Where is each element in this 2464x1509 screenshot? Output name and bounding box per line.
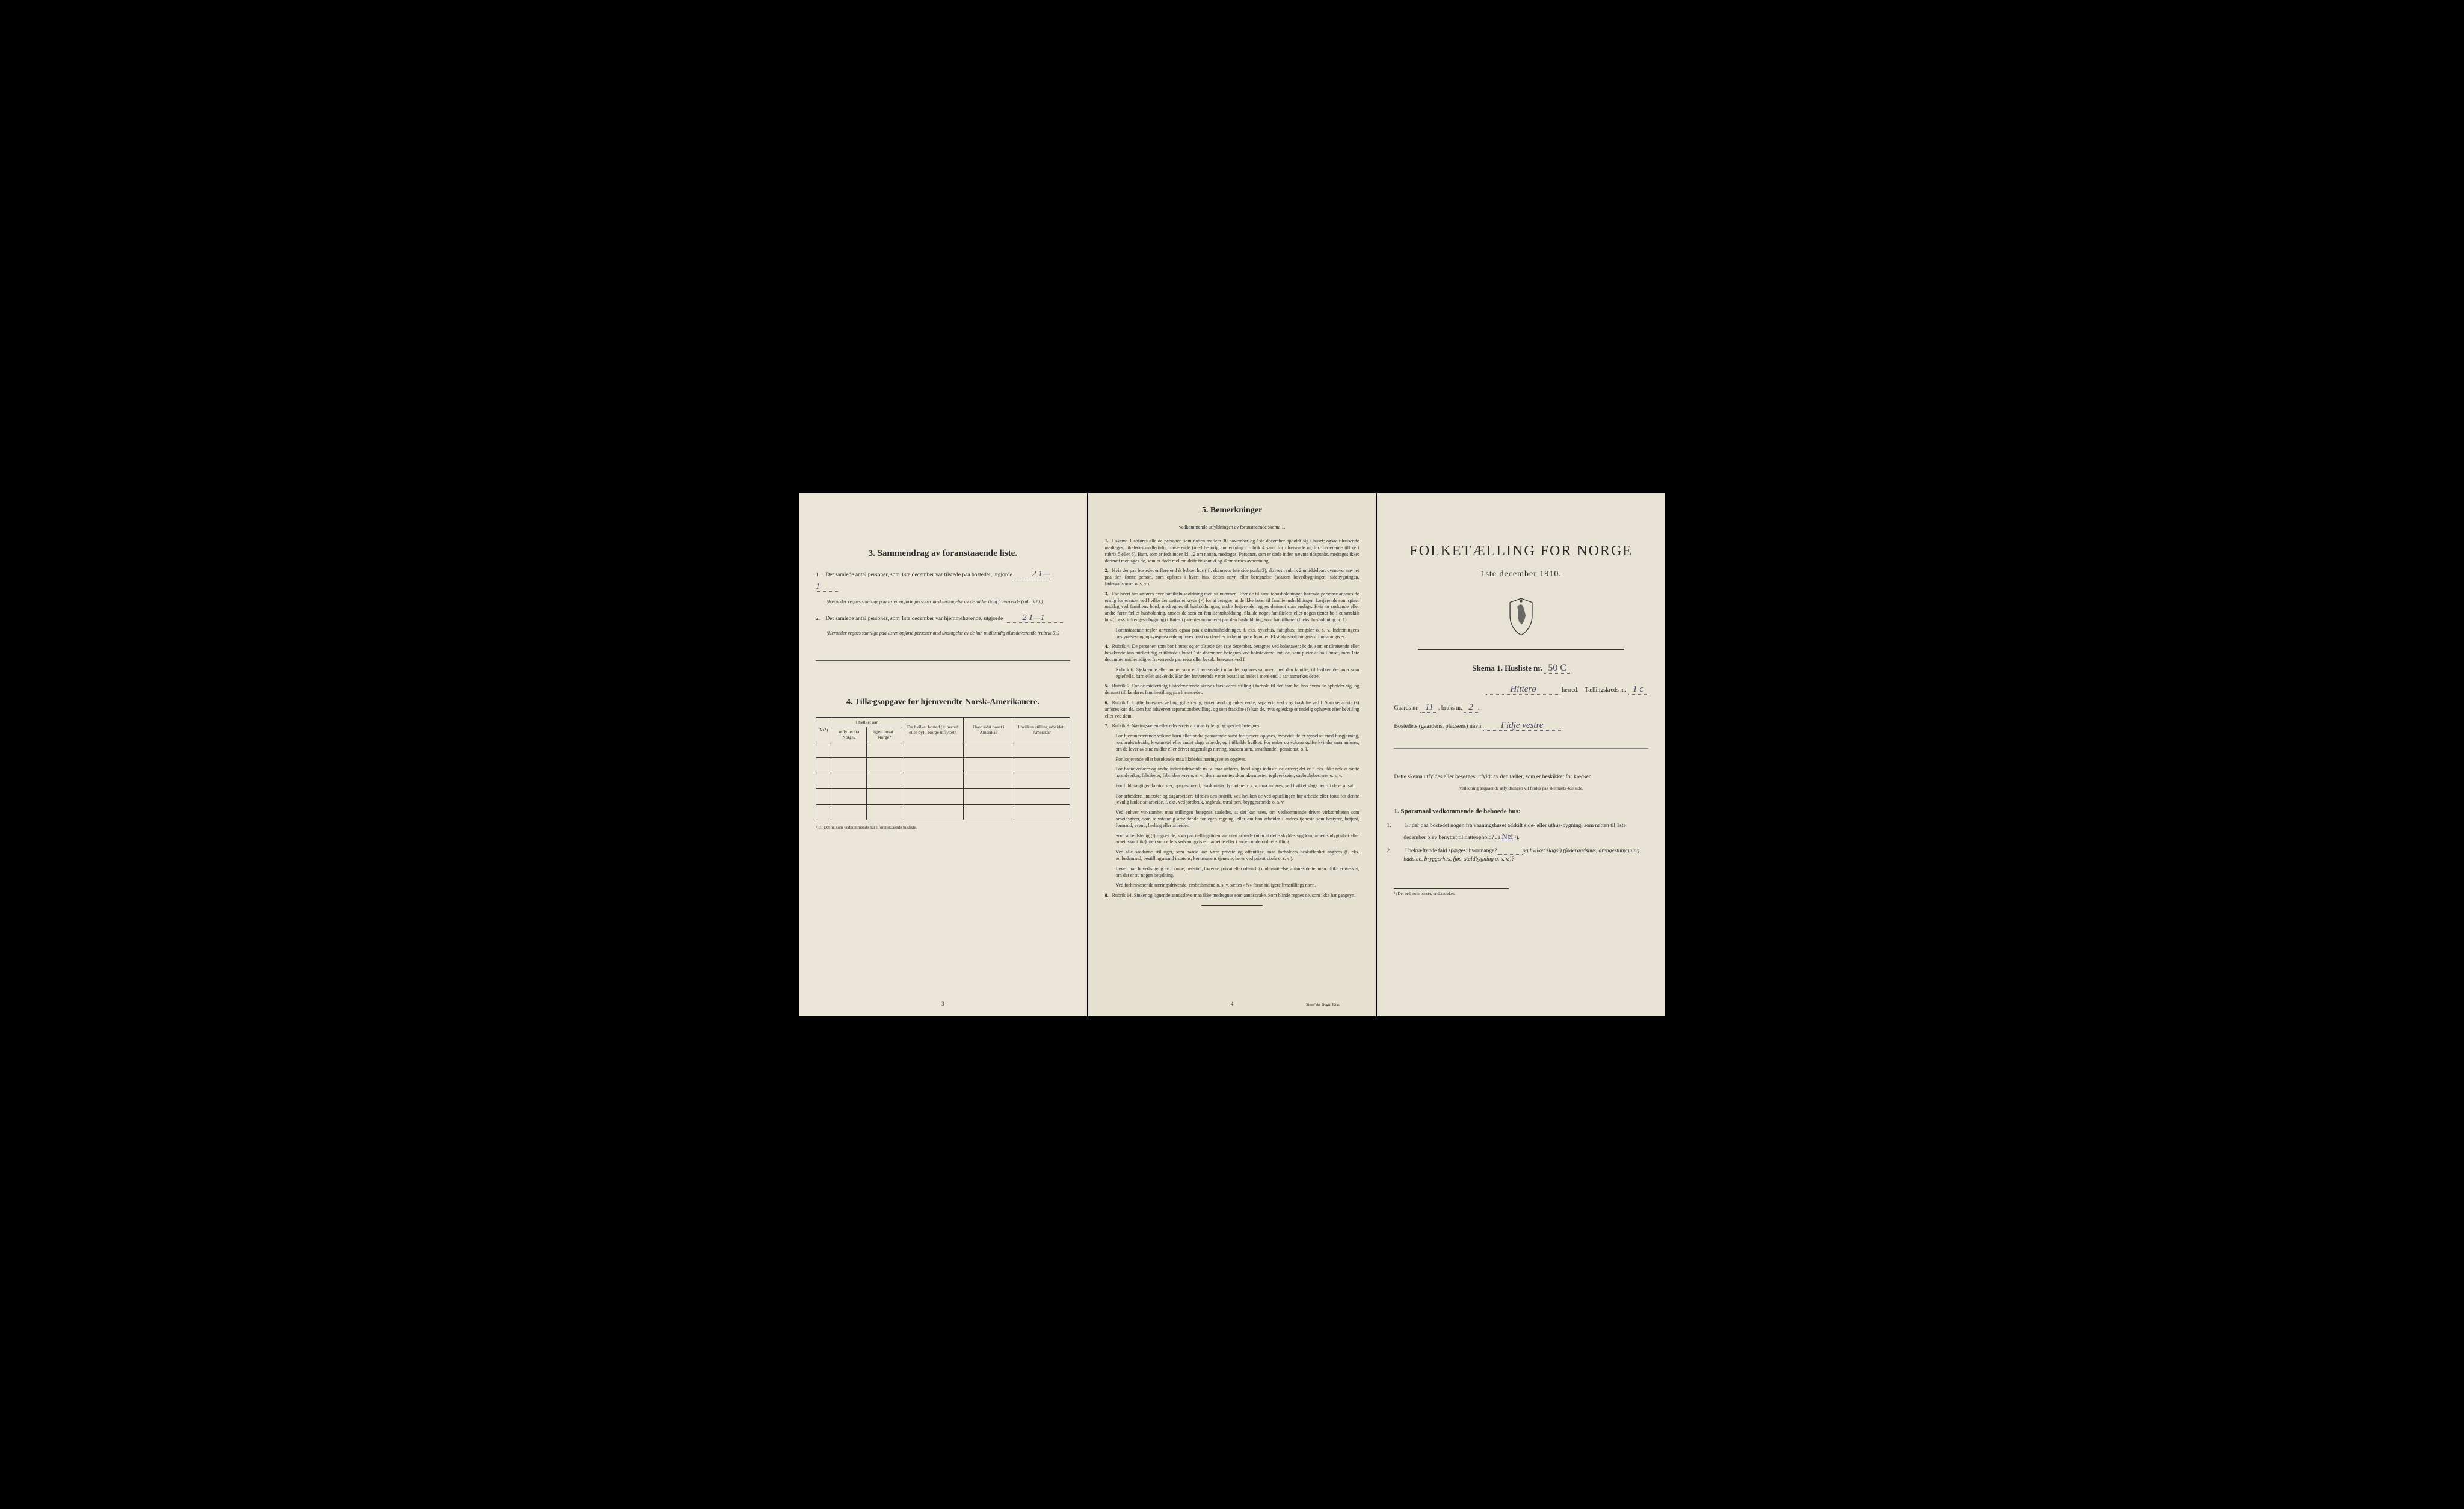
- coat-of-arms-icon: [1394, 597, 1648, 638]
- item-2-note: (Herunder regnes samtlige paa listen opf…: [827, 630, 1070, 637]
- bosted-line: Bostedets (gaardens, pladsens) navn Fidj…: [1394, 719, 1648, 731]
- col-occupation: I hvilken stilling arbeidet i Amerika?: [1014, 718, 1070, 742]
- herred-line: Hitterø herred. Tællingskreds nr. 1 c: [1394, 683, 1648, 695]
- table-row: [816, 773, 1070, 789]
- kreds-label: Tællingskreds nr.: [1585, 687, 1626, 693]
- question-2: 2. I bekræftende fald spørges: hvormange…: [1403, 847, 1648, 864]
- remark-item: 4.Rubrik 4. De personer, som bor i huset…: [1105, 644, 1360, 663]
- item-1-note: (Herunder regnes samtlige paa listen opf…: [827, 599, 1070, 606]
- item-1-text: Det samlede antal personer, som 1ste dec…: [825, 572, 1012, 578]
- col-where: Hvor sidst bosat i Amerika?: [963, 718, 1014, 742]
- printer-mark: Steen'ske Bogtr. Kr.a.: [1306, 1003, 1340, 1008]
- remark-sub: For fuldmægtiger, kontorister, opsynsmæn…: [1116, 783, 1360, 790]
- section-3-title: 3. Sammendrag av foranstaaende liste.: [816, 547, 1070, 559]
- bruks-label: bruks nr.: [1441, 705, 1462, 711]
- page-number: 4: [1231, 1000, 1234, 1007]
- emigrant-table: Nr.¹) I hvilket aar Fra hvilket bosted (…: [816, 717, 1070, 820]
- remark-sub: Som arbeidsledig (l) regnes de, som paa …: [1116, 833, 1360, 846]
- document-spread: 3. Sammendrag av foranstaaende liste. 1.…: [799, 493, 1665, 1016]
- skema-line: Skema 1. Husliste nr. 50 C: [1394, 662, 1648, 675]
- husliste-nr-value: 50 C: [1544, 663, 1570, 674]
- remark-item: 8.Rubrik 14. Sinker og lignende aandsslø…: [1105, 893, 1360, 899]
- remark-sub: For arbeidere, inderster og dagarbeidere…: [1116, 793, 1360, 807]
- remark-sub: Foranstaaende regler anvendes ogsaa paa …: [1116, 627, 1360, 641]
- q1-answer: Nei: [1502, 832, 1513, 841]
- instruction-text: Dette skema utfyldes eller besørges utfy…: [1394, 773, 1648, 781]
- remark-sub: For losjerende eller besøkende maa likel…: [1116, 757, 1360, 763]
- section-5-subtitle: vedkommende utfyldningen av foranstaaend…: [1105, 524, 1360, 531]
- page-1-cover: FOLKETÆLLING FOR NORGE 1ste december 191…: [1377, 493, 1665, 1016]
- remarks-list: 1.I skema 1 anføres alle de personer, so…: [1105, 538, 1360, 899]
- gaards-value: 11: [1420, 702, 1438, 713]
- census-title: FOLKETÆLLING FOR NORGE: [1394, 541, 1648, 561]
- table-footnote: ¹) ɔ: Det nr. som vedkommende har i fora…: [816, 825, 1070, 831]
- remark-sub: Ved enhver virksomhet maa stillingen bet…: [1116, 810, 1360, 829]
- page-4: 5. Bemerkninger vedkommende utfyldningen…: [1088, 493, 1376, 1016]
- table-row: [816, 805, 1070, 820]
- instruction-sub: Veiledning angaaende utfyldningen vil fi…: [1394, 785, 1648, 791]
- kreds-value: 1 c: [1628, 684, 1648, 695]
- remark-item: 6.Rubrik 8. Ugifte betegnes ved ug, gift…: [1105, 700, 1360, 719]
- remark-item: 2.Hvis der paa bostedet er flere end ét …: [1105, 568, 1360, 587]
- skema-label: Skema 1. Husliste nr.: [1472, 663, 1542, 672]
- question-1: 1. Er der paa bostedet nogen fra vaaning…: [1403, 822, 1648, 842]
- remark-sub: For hjemmeværende voksne barn eller andr…: [1116, 733, 1360, 752]
- remark-sub: For haandverkere og andre industridriven…: [1116, 766, 1360, 779]
- col-from: Fra hvilket bosted (ɔ: herred eller by) …: [902, 718, 963, 742]
- page-number: 3: [941, 1000, 944, 1007]
- bosted-label: Bostedets (gaardens, pladsens) navn: [1394, 723, 1481, 730]
- remark-item: 7.Rubrik 9. Næringsveien eller erhvervet…: [1105, 723, 1360, 730]
- gaards-line: Gaards nr. 11, bruks nr. 2.: [1394, 701, 1648, 713]
- remark-sub: Lever man hovedsagelig av formue, pensio…: [1116, 866, 1360, 879]
- col-nr: Nr.¹): [816, 718, 831, 742]
- remark-sub: Ved forhenværende næringsdrivende, embed…: [1116, 882, 1360, 889]
- remark-item: 3.For hvert hus anføres hver familiehush…: [1105, 591, 1360, 624]
- gaards-label: Gaards nr.: [1394, 705, 1418, 711]
- q2-blank: [1498, 848, 1523, 855]
- item-2-text: Det samlede antal personer, som 1ste dec…: [825, 616, 1003, 622]
- item-2-value: 2 1—1: [1005, 613, 1063, 623]
- table-row: [816, 758, 1070, 773]
- summary-item-1: 1. Det samlede antal personer, som 1ste …: [816, 568, 1070, 593]
- census-date: 1ste december 1910.: [1394, 569, 1648, 580]
- table-row: [816, 742, 1070, 758]
- remark-item: 5.Rubrik 7. For de midlertidig tilstedev…: [1105, 683, 1360, 696]
- col-returned: igjen bosat i Norge?: [867, 727, 902, 742]
- bosted-value: Fidje vestre: [1483, 721, 1562, 731]
- question-section-title: 1. Spørsmaal vedkommende de beboede hus:: [1394, 807, 1648, 816]
- herred-label: herred.: [1562, 687, 1578, 693]
- item-number: 2.: [816, 615, 824, 623]
- q1-suffix: ¹).: [1515, 835, 1520, 841]
- remark-item: 1.I skema 1 anføres alle de personer, so…: [1105, 538, 1360, 564]
- q2-text: I bekræftende fald spørges: hvormange?: [1405, 848, 1497, 854]
- bruks-value: 2: [1464, 702, 1478, 713]
- herred-value: Hitterø: [1486, 684, 1560, 695]
- section-4-title: 4. Tillægsopgave for hjemvendte Norsk-Am…: [816, 697, 1070, 708]
- remark-sub: Ved alle saadanne stillinger, som baade …: [1116, 849, 1360, 862]
- table-row: [816, 789, 1070, 805]
- item-number: 1.: [816, 571, 824, 579]
- page3-footnote: ¹) Det ord, som passer, understrekes.: [1394, 888, 1508, 897]
- col-emigrated: utflyttet fra Norge?: [831, 727, 867, 742]
- remark-sub: Rubrik 6. Sjøfarende eller andre, som er…: [1116, 667, 1360, 680]
- section-5-title: 5. Bemerkninger: [1105, 505, 1360, 517]
- summary-item-2: 2. Det samlede antal personer, som 1ste …: [816, 612, 1070, 624]
- col-year-group: I hvilket aar: [831, 718, 902, 727]
- page-3: 3. Sammendrag av foranstaaende liste. 1.…: [799, 493, 1087, 1016]
